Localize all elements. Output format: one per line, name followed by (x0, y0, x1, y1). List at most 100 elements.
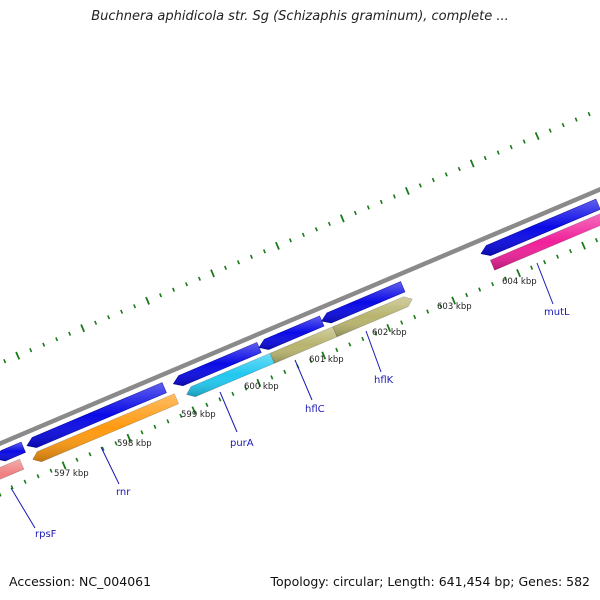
tick-mark (569, 248, 573, 254)
leader-line-rnr (100, 446, 120, 485)
tick-mark (262, 249, 266, 254)
tick-mark (439, 303, 443, 309)
tick-mark (561, 122, 565, 128)
leader-line-mutL (536, 262, 554, 305)
tick-mark (210, 269, 215, 278)
scale-label: 597 kbp (54, 469, 89, 479)
tick-mark (80, 324, 86, 333)
tick-mark (483, 155, 487, 161)
gene-label-purA: purA (230, 438, 254, 449)
tick-mark (587, 111, 591, 117)
tick-mark (0, 492, 2, 497)
tick-mark (556, 254, 560, 259)
tick-mark (231, 391, 235, 397)
tick-mark (543, 259, 547, 265)
tick-mark (75, 457, 79, 462)
gene-label-hflK: hflK (374, 375, 394, 386)
genome-summary: Topology: circular; Length: 641,454 bp; … (270, 574, 591, 589)
tick-mark (36, 474, 40, 479)
gene-label-rpsF: rpsF (35, 529, 57, 540)
tick-mark (353, 210, 357, 216)
tick-mark (392, 194, 396, 199)
scale-label: 599 kbp (181, 410, 216, 420)
tick-mark (548, 128, 552, 133)
tick-mark (15, 351, 21, 360)
tick-mark (379, 199, 383, 205)
forward-gene-shading (259, 316, 324, 350)
tick-mark (491, 281, 495, 287)
gene-leader-lines (10, 262, 554, 529)
accession-label: Accession: NC_004061 (9, 574, 152, 589)
tick-mark (413, 314, 417, 320)
leader-line-purA (219, 391, 238, 433)
tick-mark (327, 221, 331, 227)
leader-line-hflK (365, 330, 382, 373)
tick-mark (339, 214, 345, 223)
tick-mark (205, 402, 209, 408)
tick-mark (496, 150, 500, 155)
tick-mark (126, 433, 132, 442)
tick-mark (88, 452, 92, 457)
reverse-gene-shading (32, 393, 179, 462)
forward-gene-track (0, 198, 600, 462)
tick-mark (574, 117, 578, 122)
tick-mark (534, 132, 540, 141)
tick-mark (386, 323, 392, 333)
scale-label: 604 kbp (502, 277, 537, 287)
scale-label: 600 kbp (244, 382, 279, 392)
tick-mark (509, 144, 513, 150)
scale-label: 602 kbp (372, 328, 407, 338)
tick-mark (374, 331, 378, 336)
tick-mark (335, 347, 339, 353)
tick-mark (197, 276, 202, 281)
tick-mark (179, 413, 183, 419)
leader-line-rpsF (10, 487, 36, 529)
tick-mark (465, 292, 469, 298)
genome-backbone (0, 187, 600, 446)
gene-label-rnr: rnr (116, 487, 131, 498)
tick-mark (101, 446, 105, 452)
tick-mark (478, 287, 482, 292)
tick-mark (218, 397, 222, 402)
tick-mark (166, 419, 170, 424)
reverse-gene-shading (270, 326, 338, 364)
scale-labels: 597 kbp 598 kbp 599 kbp 600 kbp 601 kbp … (54, 277, 537, 479)
tick-mark (530, 265, 534, 270)
tick-mark (55, 337, 59, 342)
forward-gene-shading (321, 281, 405, 323)
tick-mark (288, 238, 292, 243)
tick-mark (68, 331, 72, 336)
reverse-gene-shading (332, 296, 413, 337)
tick-mark (504, 276, 508, 281)
scale-label: 601 kbp (309, 355, 344, 365)
tick-mark (153, 424, 157, 430)
tick-mark (594, 237, 599, 243)
reverse-gene-shading (186, 353, 275, 397)
tick-mark (145, 296, 150, 305)
tick-mark (159, 293, 163, 298)
gene-label-mutL: mutL (544, 307, 570, 318)
tick-mark (94, 320, 98, 325)
tick-mark (23, 479, 27, 484)
tick-mark (444, 172, 448, 177)
tick-mark (400, 320, 404, 325)
gene-labels: rpsF rnr purA hflC hflK mutL (35, 307, 570, 540)
tick-mark (29, 347, 33, 353)
tick-mark (581, 241, 586, 250)
tick-mark (185, 282, 189, 287)
tick-mark (133, 304, 137, 309)
tick-mark (321, 351, 327, 360)
tick-mark (348, 342, 352, 347)
tick-mark (223, 265, 228, 271)
tick-mark (256, 378, 262, 387)
scale-label: 603 kbp (437, 302, 472, 312)
tick-mark (361, 336, 365, 342)
scale-label: 598 kbp (117, 439, 152, 449)
tick-mark (426, 309, 430, 314)
outer-tick-track (3, 105, 600, 364)
tick-mark (244, 386, 248, 391)
forward-gene-shading (481, 199, 600, 256)
tick-mark (275, 241, 280, 250)
tick-mark (457, 166, 461, 172)
